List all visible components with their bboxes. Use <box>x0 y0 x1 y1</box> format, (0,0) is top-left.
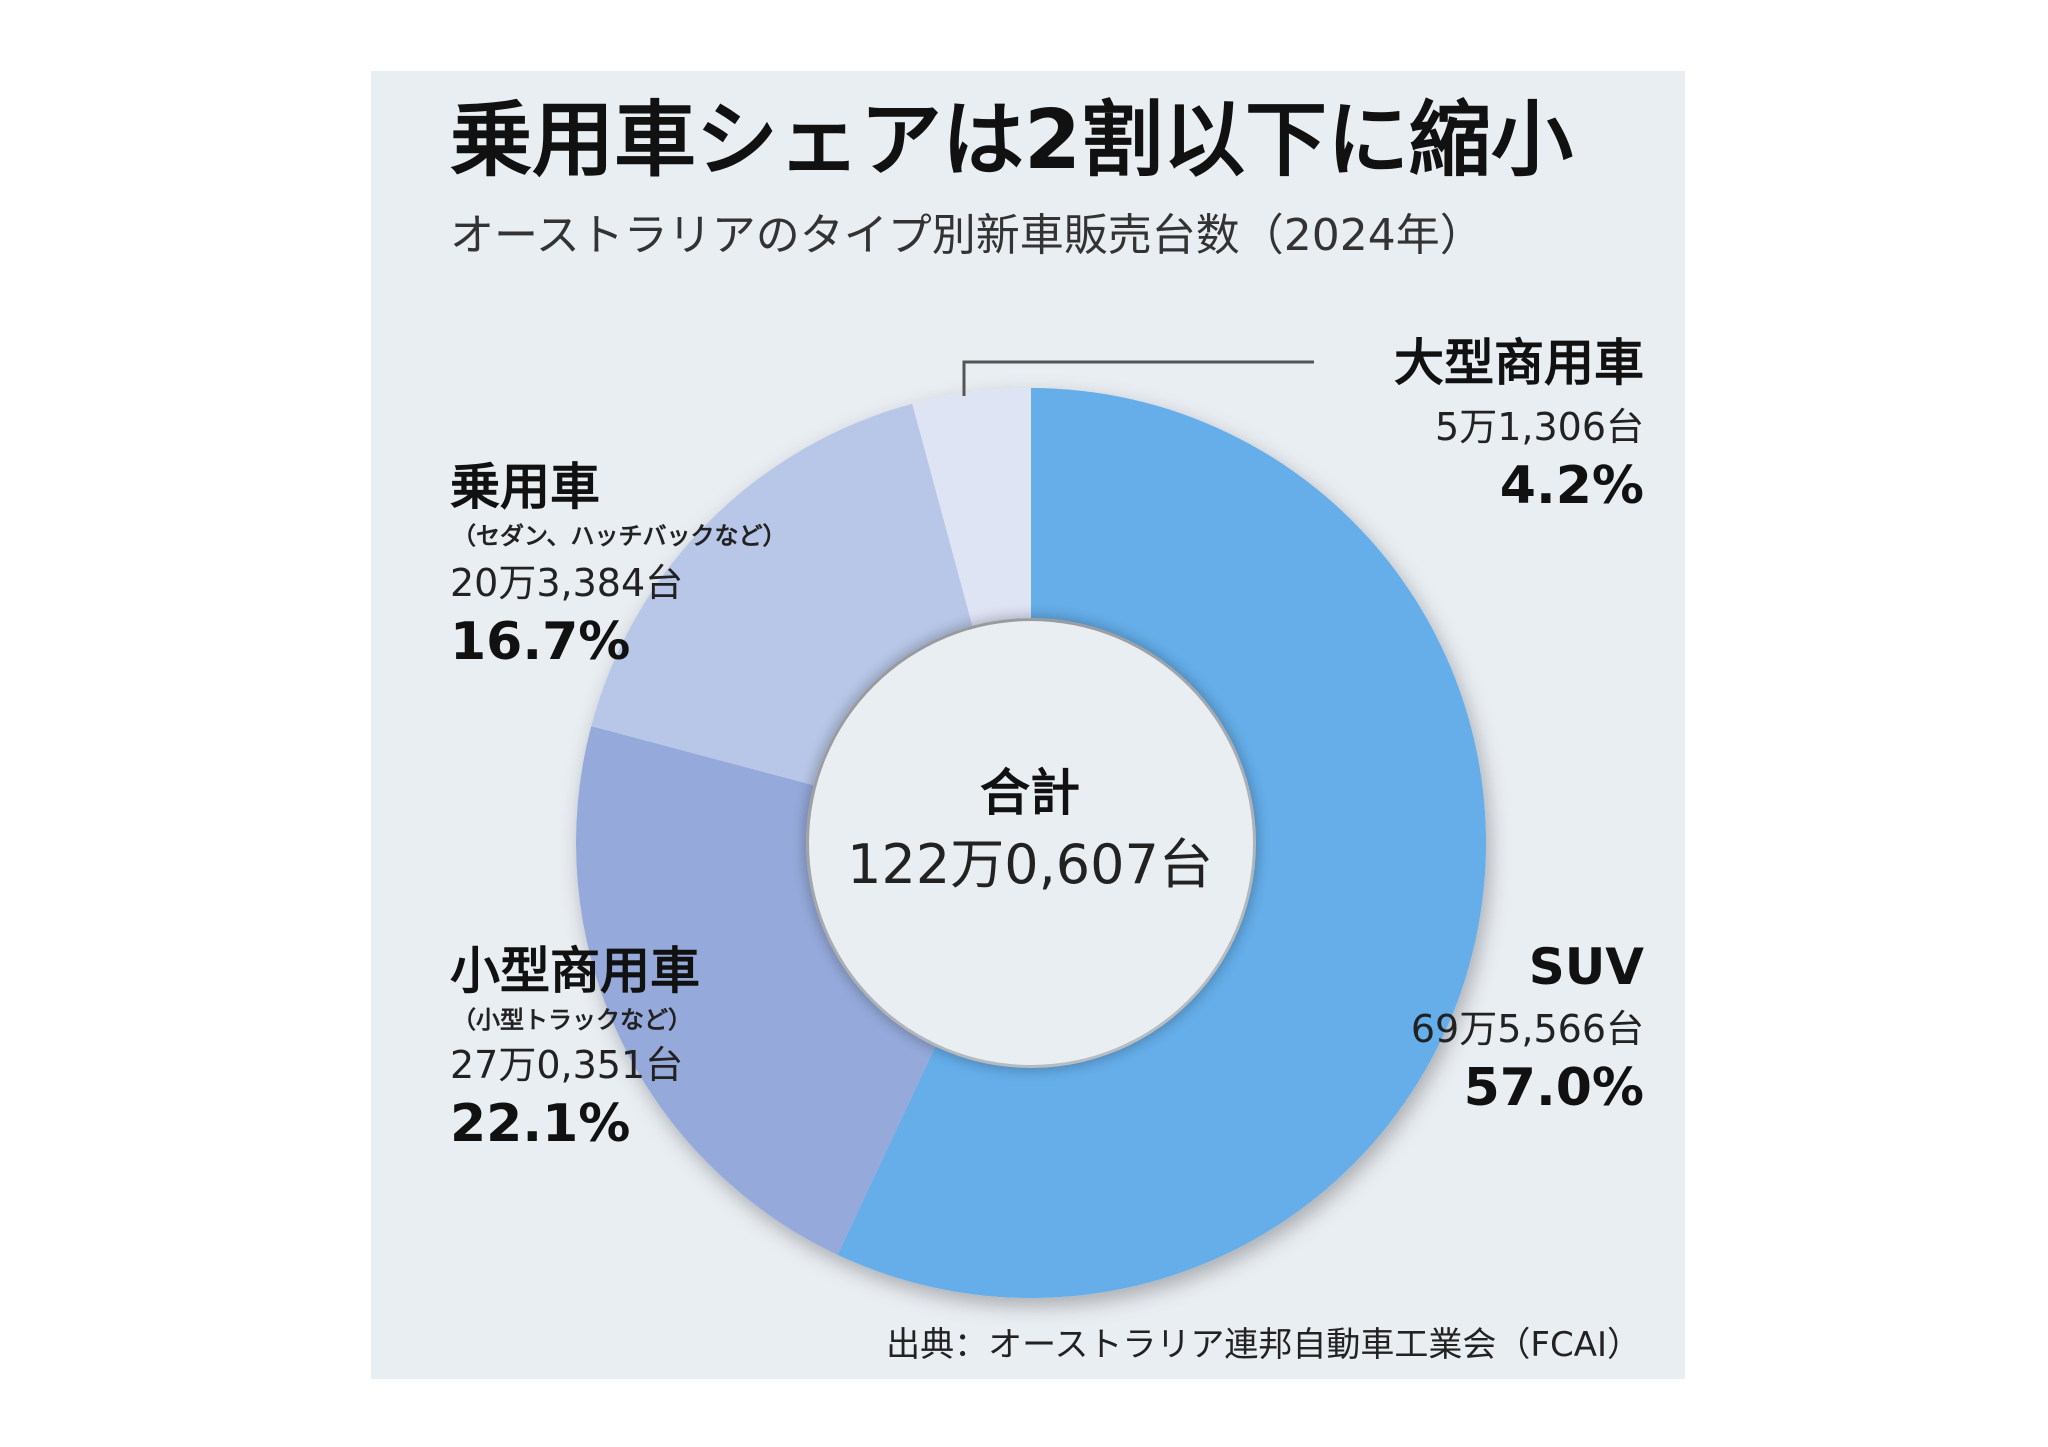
slice-count-light-commercial: 27万0,351台 <box>450 1043 684 1087</box>
slice-count-suv: 69万5,566台 <box>1410 1007 1644 1051</box>
leader-line-heavy-commercial <box>962 360 1314 396</box>
donut-slice-0 <box>837 388 1487 1298</box>
slice-pct-heavy-commercial: 4.2% <box>1499 456 1644 516</box>
slice-pct-suv: 57.0% <box>1463 1058 1644 1118</box>
center-total-value: 122万0,607台 <box>847 833 1213 896</box>
center-total-label: 合計 <box>980 764 1080 822</box>
slice-count-heavy-commercial: 5万1,306台 <box>1435 405 1644 449</box>
donut-slice-2 <box>591 403 973 786</box>
slice-label-suv: SUV <box>1528 938 1644 996</box>
slice-pct-passenger: 16.7% <box>450 612 631 672</box>
donut-hole <box>809 621 1253 1065</box>
slice-pct-light-commercial: 22.1% <box>450 1094 631 1154</box>
slice-label-light-commercial: 小型商用車 <box>450 942 700 1000</box>
slice-note-light-commercial: （小型トラックなど） <box>452 1006 692 1034</box>
slice-count-passenger: 20万3,384台 <box>450 561 684 605</box>
slice-label-passenger: 乗用車 <box>450 458 600 516</box>
slice-note-passenger: （セダン、ハッチバックなど） <box>452 522 787 550</box>
donut-slice-3 <box>912 388 1031 626</box>
chart-subtitle: オーストラリアのタイプ別新車販売台数（2024年） <box>450 210 1484 261</box>
slice-label-heavy-commercial: 大型商用車 <box>1394 334 1644 392</box>
source-note: 出典：オーストラリア連邦自動車工業会（FCAI） <box>886 1325 1641 1365</box>
chart-title: 乗用車シェアは2割以下に縮小 <box>450 93 1574 188</box>
donut-slice-1 <box>576 726 936 1255</box>
donut-slices <box>576 388 1487 1298</box>
